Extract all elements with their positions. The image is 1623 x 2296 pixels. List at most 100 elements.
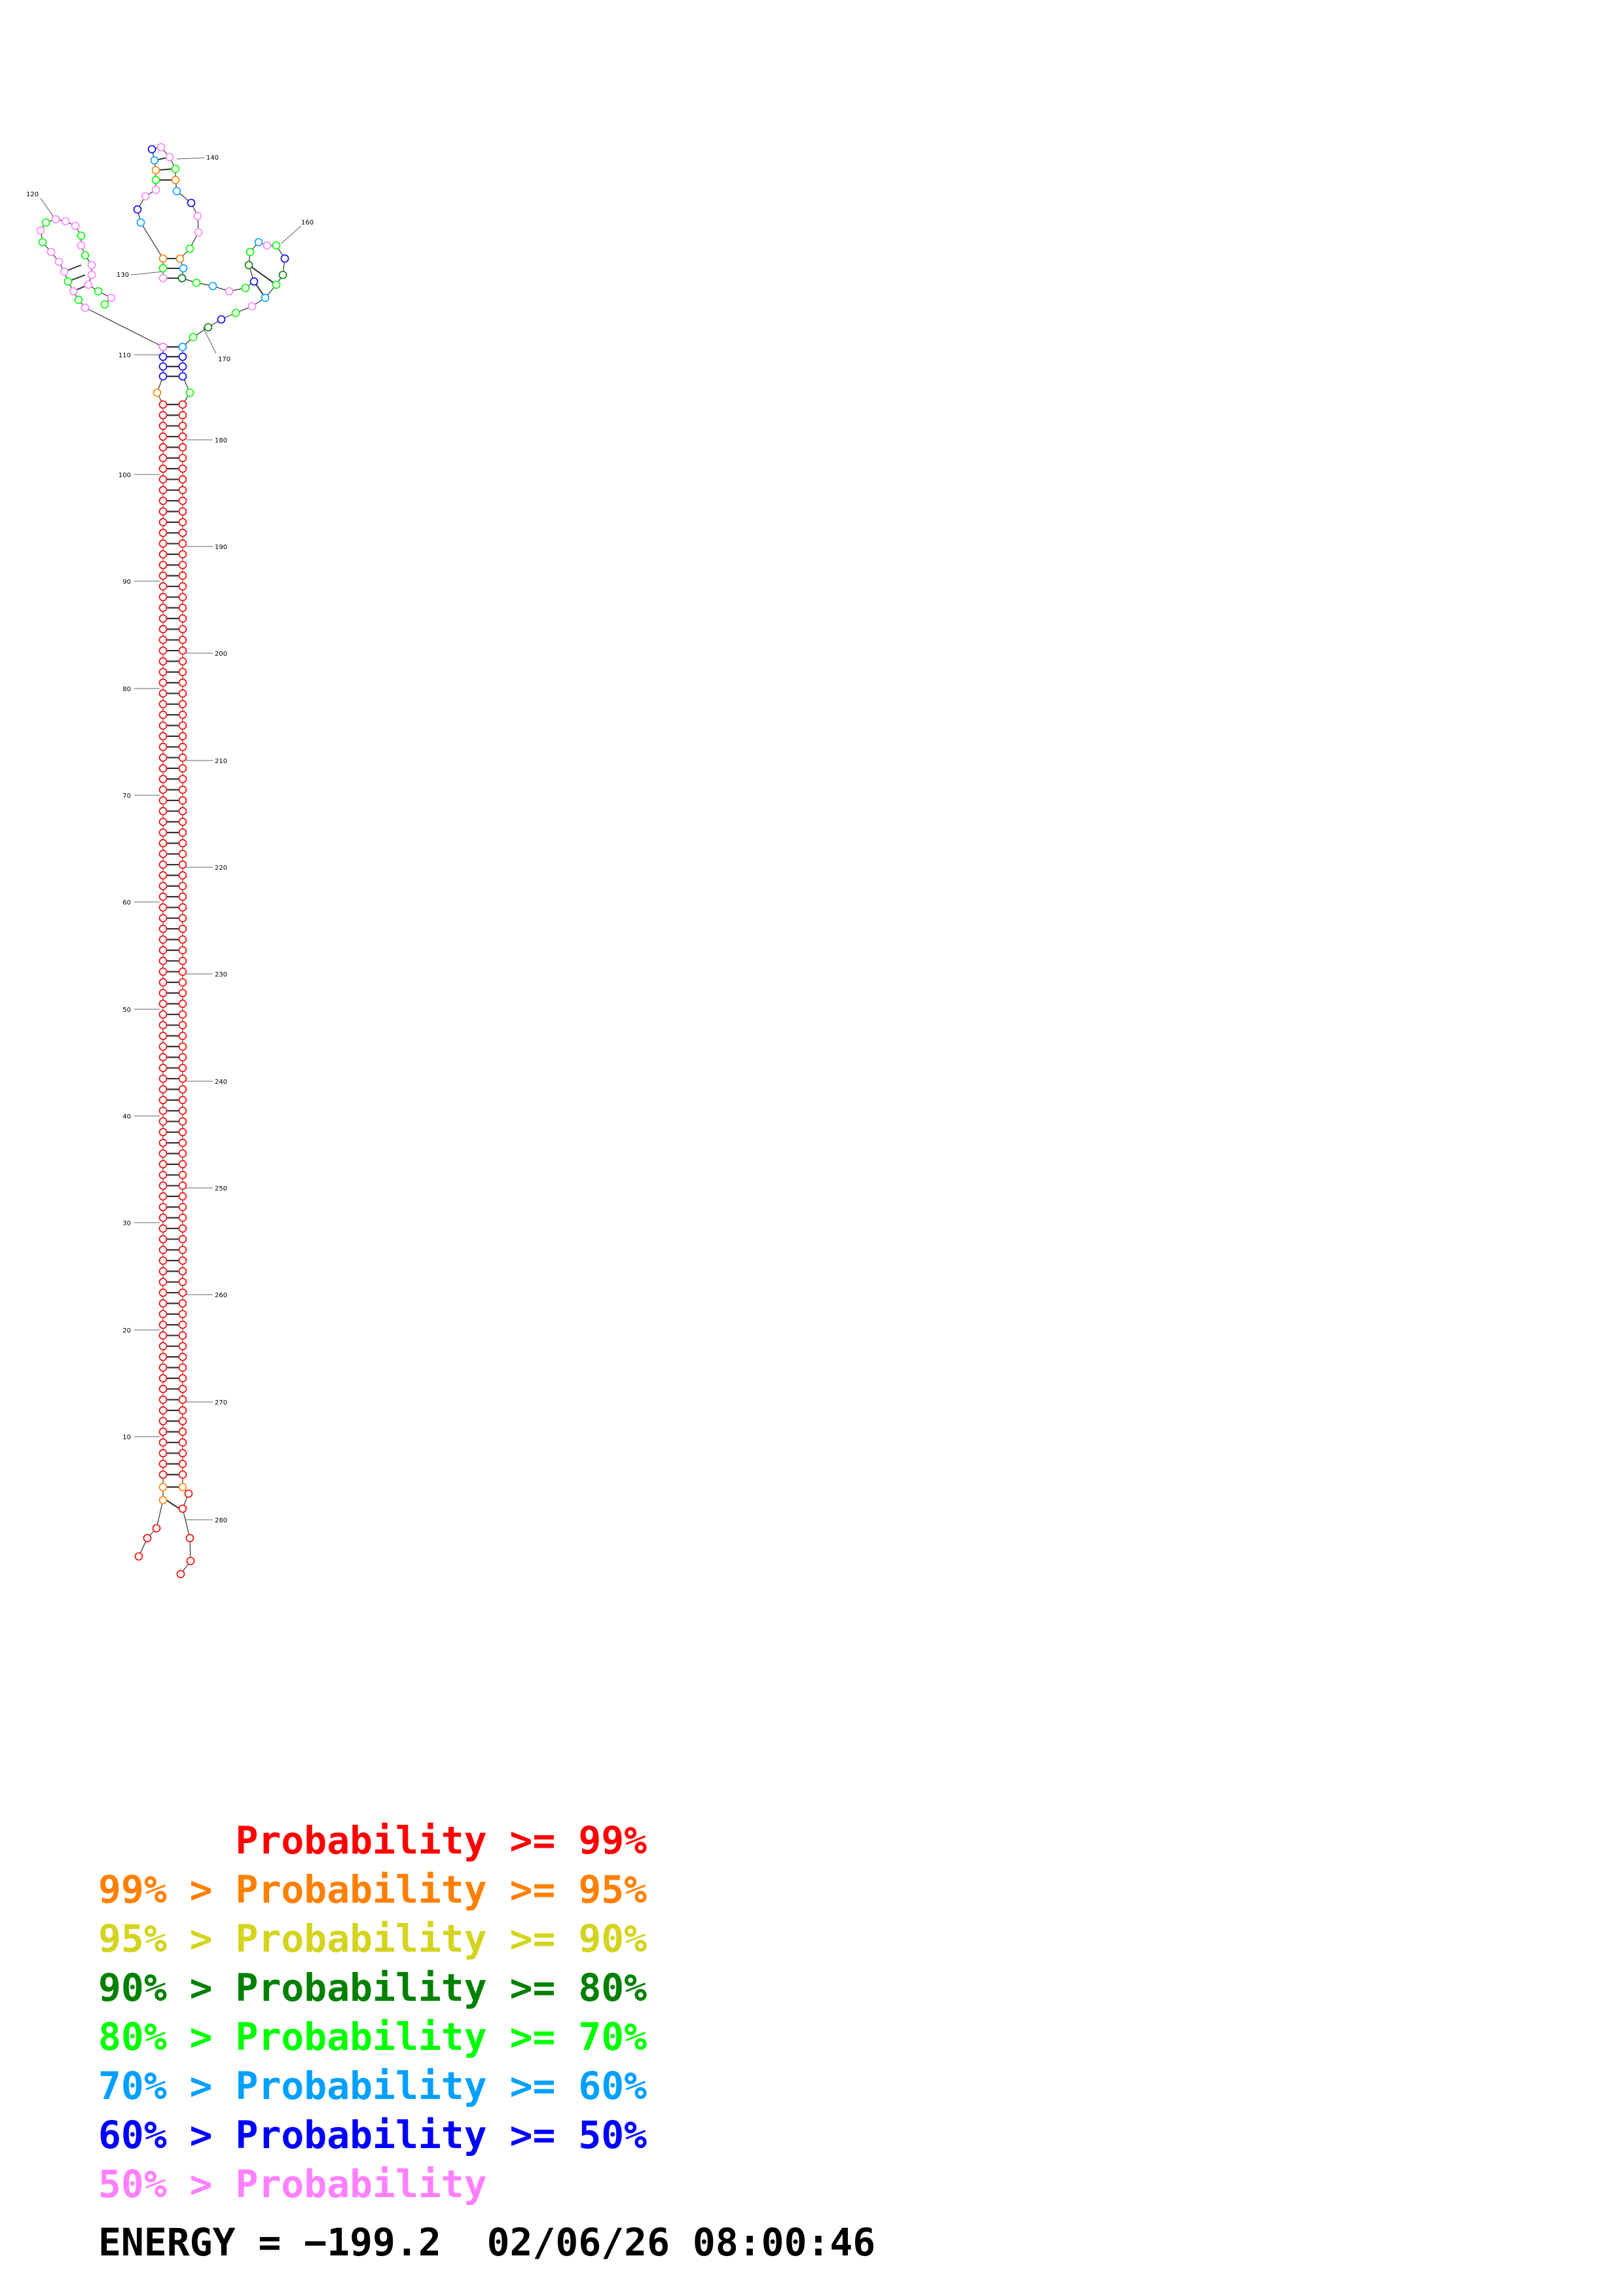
nucleotide [158, 860, 168, 869]
nucleotide [217, 315, 226, 324]
nucleotide [178, 1117, 187, 1126]
nucleotide [178, 1031, 187, 1040]
nucleotide [158, 871, 168, 880]
nucleotide [204, 323, 213, 332]
nucleotide [158, 539, 168, 548]
nucleotide [158, 721, 168, 730]
nucleotide [151, 175, 160, 185]
nucleotide [179, 264, 188, 273]
nucleotide [178, 464, 187, 473]
nucleotide [178, 1342, 187, 1351]
nucleotide [158, 1106, 168, 1115]
nucleotide [178, 550, 187, 559]
nucleotide [178, 999, 187, 1008]
nucleotide [158, 1096, 168, 1105]
nucleotide [153, 388, 162, 397]
legend-value: 70% [578, 2015, 647, 2059]
nucleotide [158, 903, 168, 912]
nucleotide [178, 1438, 187, 1447]
nucleotide [171, 164, 180, 173]
nucleotide [94, 287, 103, 296]
nucleotide [178, 1128, 187, 1137]
nucleotide [178, 443, 187, 452]
nucleotide [178, 764, 187, 773]
nucleotide-circles [36, 143, 289, 1579]
position-label: 170 [218, 356, 230, 363]
legend-row: 90% > Probability >= 80% [98, 1964, 647, 2013]
nucleotide [158, 1449, 168, 1458]
nucleotide [272, 280, 281, 289]
nucleotide [178, 882, 187, 891]
nucleotide [158, 1117, 168, 1126]
nucleotide [158, 550, 168, 559]
legend-gt: > [166, 2064, 236, 2108]
nucleotide [158, 1010, 168, 1019]
nucleotide [158, 475, 168, 484]
nucleotide [81, 251, 90, 260]
legend-value: 50% [578, 2113, 647, 2157]
nucleotide [178, 678, 187, 687]
nucleotide [231, 308, 240, 317]
legend-row: 50% > Probability [98, 2160, 647, 2209]
nucleotide [186, 1556, 195, 1566]
nucleotide [178, 1460, 187, 1468]
nucleotide [178, 850, 187, 858]
nucleotide [87, 260, 96, 270]
nucleotide [193, 211, 202, 221]
legend-prefix: 90% [98, 1965, 167, 2010]
legend-label: Probability [235, 1818, 487, 1863]
nucleotide [158, 1395, 168, 1404]
nucleotide [158, 571, 168, 580]
nucleotide [165, 152, 174, 162]
energy-footer: ENERGY = −199.2 02/06/26 08:00:46 [98, 2220, 875, 2265]
nucleotide [158, 1331, 168, 1340]
nucleotide [178, 1202, 187, 1211]
nucleotide [178, 1406, 187, 1415]
nucleotide [178, 1331, 187, 1340]
nucleotide [77, 231, 86, 240]
nucleotide [158, 1224, 168, 1233]
legend-row: 80% > Probability >= 70% [98, 2013, 647, 2062]
nucleotide [178, 1256, 187, 1265]
legend-row: 70% > Probability >= 60% [98, 2062, 647, 2111]
nucleotide [158, 882, 168, 891]
legend-pad [98, 1818, 236, 1863]
nucleotide [158, 839, 168, 848]
nucleotide [178, 774, 187, 783]
nucleotide [158, 785, 168, 794]
nucleotide [178, 1470, 187, 1479]
nucleotide [178, 518, 187, 527]
legend-label: Probability [235, 2162, 487, 2206]
position-label: 260 [215, 1292, 227, 1299]
legend-label: Probability [235, 1965, 487, 2010]
position-label: 90 [122, 579, 131, 586]
nucleotide [71, 221, 80, 230]
nucleotide [107, 293, 116, 302]
base-pair-line [248, 264, 277, 285]
nucleotide [254, 238, 263, 247]
nucleotide [178, 988, 187, 997]
legend-label: Probability [235, 2064, 487, 2108]
nucleotide [77, 241, 86, 250]
nucleotide [158, 1496, 168, 1505]
nucleotide [158, 1482, 168, 1492]
nucleotide [278, 270, 287, 279]
nucleotide [158, 1470, 168, 1479]
nucleotide [178, 1384, 187, 1393]
nucleotide [178, 871, 187, 880]
nucleotide [244, 260, 253, 270]
nucleotide [158, 1288, 168, 1297]
nucleotide [178, 1224, 187, 1233]
nucleotide [41, 218, 50, 227]
position-label: 200 [215, 651, 227, 658]
nucleotide [178, 1138, 187, 1147]
nucleotide [178, 785, 187, 794]
backbone-line [156, 1499, 164, 1529]
position-ticks: 10 20 30 40 50 60 70 80 90 100 110 120 130 140 160 170 1… [26, 154, 314, 1524]
nucleotide [158, 1138, 168, 1147]
legend-label: Probability [235, 2015, 487, 2059]
position-label: 50 [122, 1007, 131, 1014]
nucleotide [158, 254, 168, 263]
nucleotide [158, 1192, 168, 1201]
nucleotide [178, 924, 187, 933]
